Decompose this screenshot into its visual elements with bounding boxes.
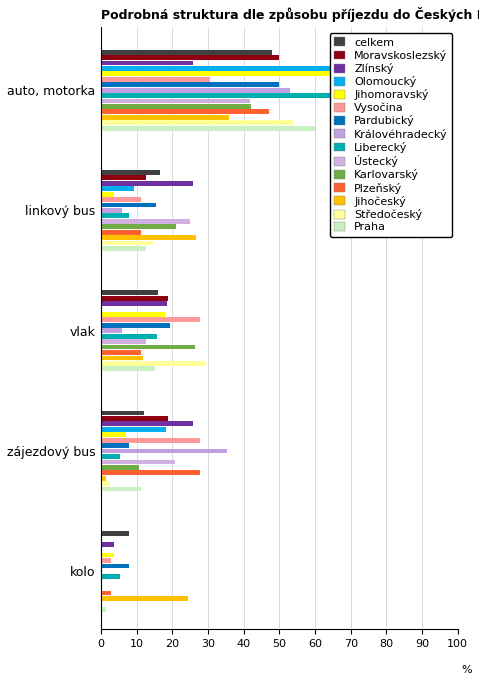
Bar bbox=[101, 355, 143, 360]
Bar bbox=[101, 323, 170, 328]
Bar bbox=[101, 433, 126, 437]
Bar bbox=[101, 574, 120, 579]
Bar bbox=[101, 558, 111, 563]
Bar bbox=[101, 290, 158, 295]
Bar bbox=[101, 416, 168, 421]
Bar bbox=[101, 339, 146, 344]
Bar bbox=[101, 318, 200, 322]
Bar bbox=[101, 197, 141, 202]
Text: %: % bbox=[461, 665, 472, 675]
Bar bbox=[101, 235, 195, 240]
Bar bbox=[101, 328, 122, 333]
Bar bbox=[101, 60, 194, 66]
Bar bbox=[101, 121, 293, 125]
Bar bbox=[101, 312, 165, 317]
Bar bbox=[101, 208, 122, 213]
Bar bbox=[101, 83, 279, 87]
Bar bbox=[101, 66, 360, 71]
Bar bbox=[101, 192, 114, 196]
Text: Podrobná struktura dle způsobu příjezdu do Českých Budějovic pro ČR: Podrobná struktura dle způsobu příjezdu … bbox=[101, 7, 479, 22]
Legend: celkem, Moravskoslezský, Zlínský, Olomoucký, Jihomoravský, Vysočina, Pardubický,: celkem, Moravskoslezský, Zlínský, Olomou… bbox=[330, 32, 452, 237]
Bar bbox=[101, 422, 194, 427]
Bar bbox=[101, 542, 114, 546]
Bar bbox=[101, 460, 175, 464]
Bar bbox=[101, 427, 166, 432]
Bar bbox=[101, 126, 315, 131]
Bar bbox=[101, 454, 120, 459]
Bar bbox=[101, 345, 195, 349]
Bar bbox=[101, 449, 227, 454]
Bar bbox=[101, 170, 160, 175]
Bar bbox=[101, 366, 155, 371]
Bar bbox=[101, 591, 111, 596]
Bar bbox=[101, 49, 272, 55]
Bar bbox=[101, 115, 229, 120]
Bar bbox=[101, 72, 343, 77]
Bar bbox=[101, 181, 194, 185]
Bar bbox=[101, 481, 110, 486]
Bar bbox=[101, 175, 146, 180]
Bar bbox=[101, 596, 188, 601]
Bar bbox=[101, 552, 114, 557]
Bar bbox=[101, 186, 134, 191]
Bar bbox=[101, 219, 190, 223]
Bar bbox=[101, 246, 146, 251]
Bar bbox=[101, 202, 156, 207]
Bar bbox=[101, 350, 141, 355]
Bar bbox=[101, 296, 168, 301]
Bar bbox=[101, 240, 153, 246]
Bar bbox=[101, 361, 205, 366]
Bar bbox=[101, 411, 144, 416]
Bar bbox=[101, 224, 176, 229]
Bar bbox=[101, 77, 210, 82]
Bar bbox=[101, 230, 141, 234]
Bar bbox=[101, 531, 128, 536]
Bar bbox=[101, 487, 141, 492]
Bar bbox=[101, 93, 336, 98]
Bar bbox=[101, 104, 251, 109]
Bar bbox=[101, 301, 167, 306]
Bar bbox=[101, 607, 106, 612]
Bar bbox=[101, 213, 129, 218]
Bar bbox=[101, 334, 158, 338]
Bar bbox=[101, 99, 250, 104]
Bar bbox=[101, 110, 269, 114]
Bar bbox=[101, 563, 128, 568]
Bar bbox=[101, 88, 290, 93]
Bar bbox=[101, 443, 128, 448]
Bar bbox=[101, 55, 279, 60]
Bar bbox=[101, 471, 200, 475]
Bar bbox=[101, 476, 106, 481]
Bar bbox=[101, 438, 200, 443]
Bar bbox=[101, 465, 138, 470]
